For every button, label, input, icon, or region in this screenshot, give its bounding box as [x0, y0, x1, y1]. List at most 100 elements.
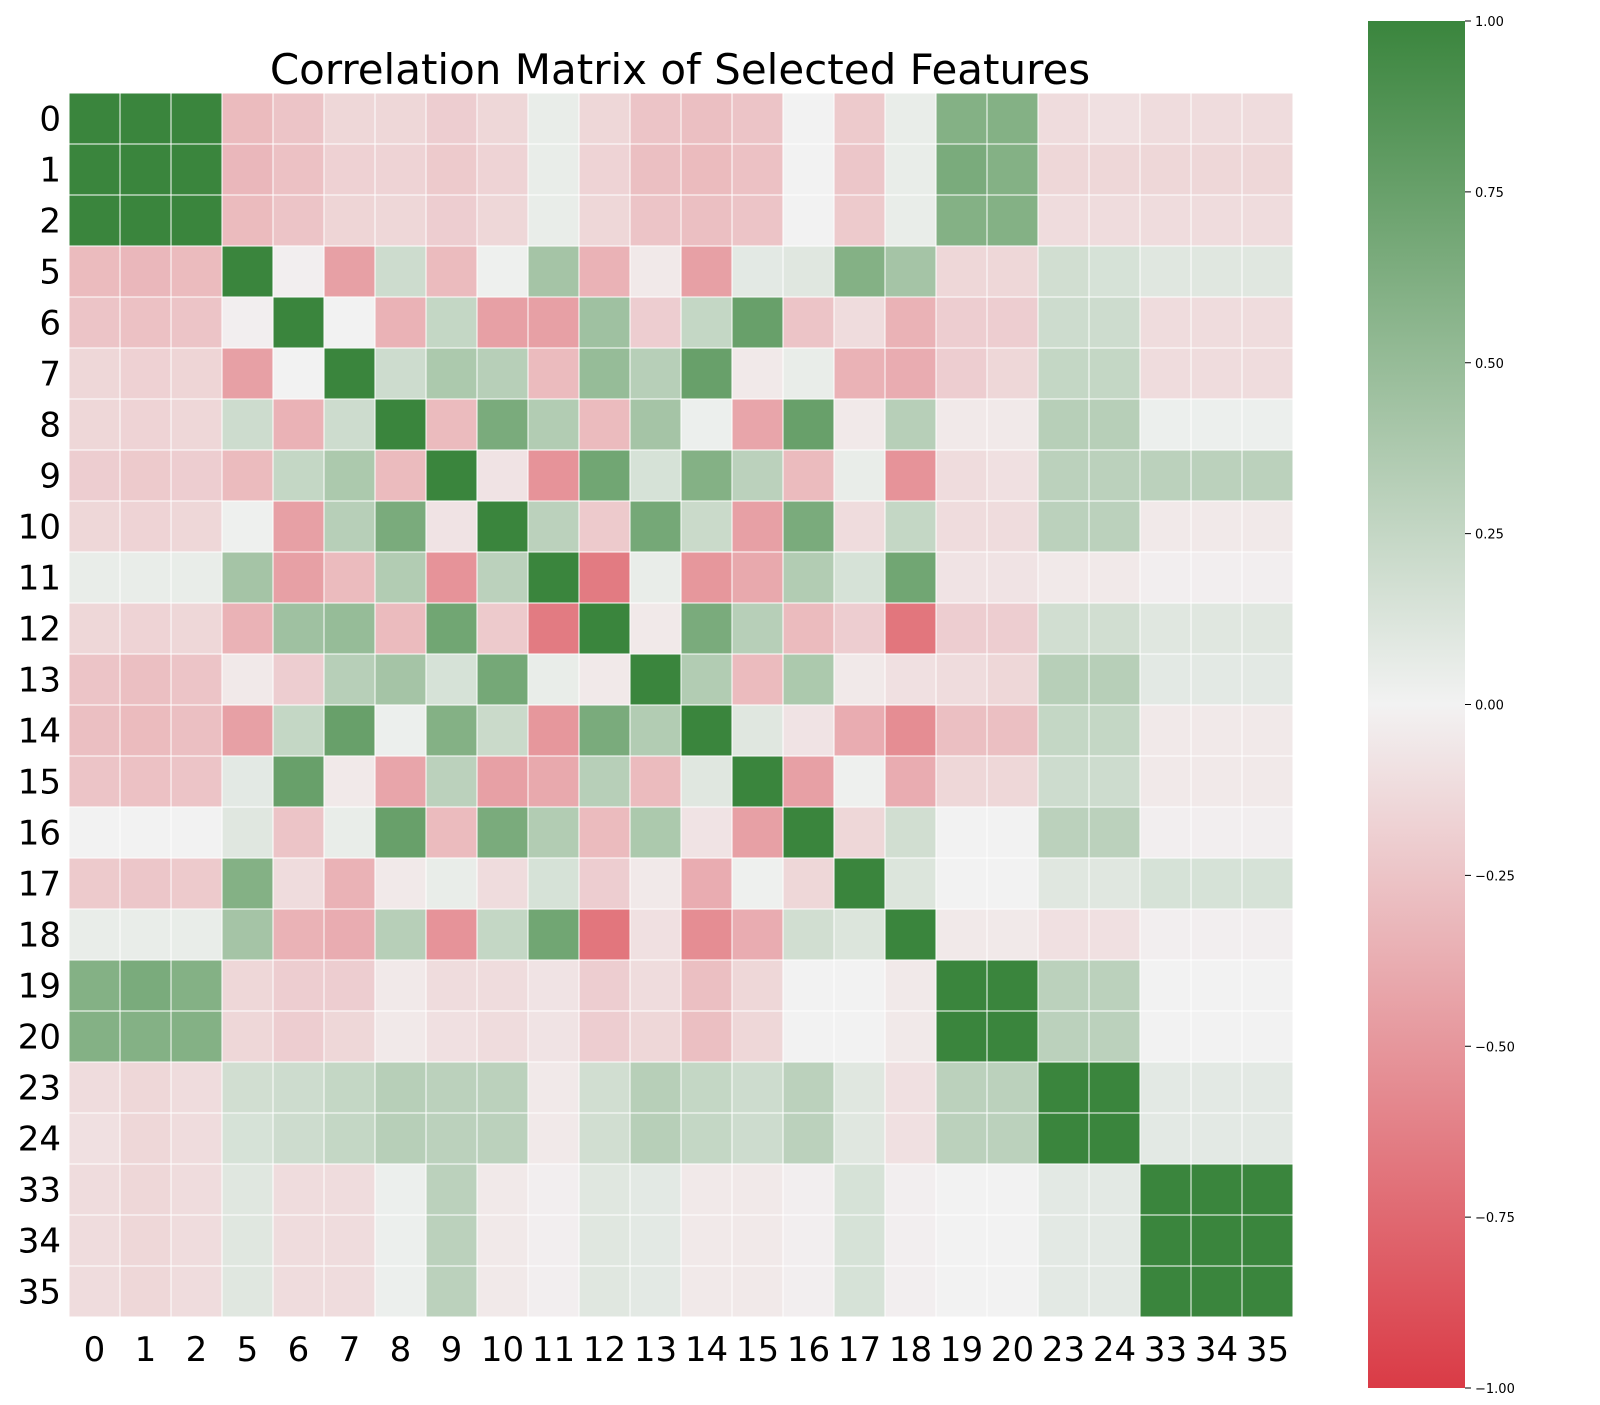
heatmap-cell-35-2 — [170, 1265, 223, 1318]
colorbar: 1.00 0.75 0.50 0.25 0.00 −0.25 −0.50 −0.75 −1.00 — [1368, 15, 1515, 1397]
heatmap-cell-10-33 — [1139, 500, 1192, 553]
heatmap-cell-33-6 — [272, 1163, 325, 1216]
heatmap-cell-1-18 — [884, 143, 937, 196]
heatmap-cell-7-15 — [731, 347, 784, 400]
heatmap-cell-1-0 — [68, 143, 121, 196]
heatmap-cell-16-35 — [1241, 806, 1294, 859]
heatmap-cell-0-18 — [884, 92, 937, 145]
heatmap-cell-9-13 — [629, 449, 682, 502]
heatmap-cell-20-20 — [986, 1010, 1039, 1063]
heatmap-cell-13-16 — [782, 653, 835, 706]
heatmap-cell-20-14 — [680, 1010, 733, 1063]
heatmap-cell-11-6 — [272, 551, 325, 604]
heatmap-cell-11-8 — [374, 551, 427, 604]
heatmap-cell-17-18 — [884, 857, 937, 910]
heatmap-cell-24-15 — [731, 1112, 784, 1165]
heatmap-cell-6-0 — [68, 296, 121, 349]
heatmap-cell-20-8 — [374, 1010, 427, 1063]
heatmap-cell-19-12 — [578, 959, 631, 1012]
heatmap-cell-11-15 — [731, 551, 784, 604]
heatmap-cell-24-16 — [782, 1112, 835, 1165]
heatmap-cell-18-16 — [782, 908, 835, 961]
y-tick-label: 5 — [39, 253, 61, 293]
heatmap-cell-0-10 — [476, 92, 529, 145]
x-tick-label: 34 — [1195, 1330, 1238, 1370]
heatmap-cell-13-15 — [731, 653, 784, 706]
heatmap-cell-14-16 — [782, 704, 835, 757]
heatmap-cell-15-11 — [527, 755, 580, 808]
heatmap-cell-8-11 — [527, 398, 580, 451]
heatmap-cell-12-17 — [833, 602, 886, 655]
heatmap-cell-23-5 — [221, 1061, 274, 1114]
colorbar-tick-label: −0.50 — [1475, 1040, 1515, 1055]
heatmap-cell-1-15 — [731, 143, 784, 196]
heatmap-cell-2-23 — [1037, 194, 1090, 247]
heatmap-cell-23-7 — [323, 1061, 376, 1114]
heatmap-cell-16-6 — [272, 806, 325, 859]
heatmap-cell-33-5 — [221, 1163, 274, 1216]
heatmap-cell-19-9 — [425, 959, 478, 1012]
heatmap-cell-7-7 — [323, 347, 376, 400]
heatmap-cell-15-12 — [578, 755, 631, 808]
heatmap-cell-33-35 — [1241, 1163, 1294, 1216]
heatmap-cell-6-18 — [884, 296, 937, 349]
heatmap-cell-6-9 — [425, 296, 478, 349]
y-tick-label: 15 — [18, 763, 61, 803]
heatmap-cell-24-12 — [578, 1112, 631, 1165]
heatmap-cell-0-35 — [1241, 92, 1294, 145]
heatmap-cell-5-9 — [425, 245, 478, 298]
heatmap-cell-33-12 — [578, 1163, 631, 1216]
x-tick-label: 16 — [787, 1330, 830, 1370]
heatmap-cell-23-8 — [374, 1061, 427, 1114]
heatmap-cell-35-20 — [986, 1265, 1039, 1318]
y-tick-label: 7 — [39, 355, 61, 395]
heatmap-cell-18-35 — [1241, 908, 1294, 961]
heatmap-cell-13-34 — [1190, 653, 1243, 706]
y-tick-label: 17 — [18, 865, 61, 905]
heatmap-cell-6-14 — [680, 296, 733, 349]
heatmap-cell-7-12 — [578, 347, 631, 400]
heatmap-cell-23-34 — [1190, 1061, 1243, 1114]
heatmap-cell-24-8 — [374, 1112, 427, 1165]
heatmap-cell-10-6 — [272, 500, 325, 553]
heatmap-cell-19-5 — [221, 959, 274, 1012]
heatmap-cell-1-2 — [170, 143, 223, 196]
heatmap-cell-11-24 — [1088, 551, 1141, 604]
heatmap-cell-35-5 — [221, 1265, 274, 1318]
heatmap-cell-7-33 — [1139, 347, 1192, 400]
heatmap-cell-23-14 — [680, 1061, 733, 1114]
heatmap-cell-33-8 — [374, 1163, 427, 1216]
heatmap-cell-7-18 — [884, 347, 937, 400]
heatmap-cell-34-1 — [119, 1214, 172, 1267]
heatmap-cell-23-33 — [1139, 1061, 1192, 1114]
heatmap-cell-7-5 — [221, 347, 274, 400]
heatmap-cell-14-15 — [731, 704, 784, 757]
heatmap-cell-33-15 — [731, 1163, 784, 1216]
y-tick-label: 33 — [18, 1171, 61, 1211]
heatmap-cell-18-33 — [1139, 908, 1192, 961]
heatmap-cell-5-7 — [323, 245, 376, 298]
heatmap-cell-14-5 — [221, 704, 274, 757]
heatmap-cell-10-13 — [629, 500, 682, 553]
heatmap-cell-16-33 — [1139, 806, 1192, 859]
heatmap-cell-34-5 — [221, 1214, 274, 1267]
heatmap-cell-23-15 — [731, 1061, 784, 1114]
heatmap-cell-20-13 — [629, 1010, 682, 1063]
heatmap-cell-18-7 — [323, 908, 376, 961]
heatmap-cell-16-13 — [629, 806, 682, 859]
heatmap-cell-7-17 — [833, 347, 886, 400]
heatmap-cell-14-9 — [425, 704, 478, 757]
heatmap-cell-17-11 — [527, 857, 580, 910]
heatmap-cell-34-12 — [578, 1214, 631, 1267]
x-tick-label: 33 — [1144, 1330, 1187, 1370]
heatmap-cell-2-9 — [425, 194, 478, 247]
heatmap-cell-7-6 — [272, 347, 325, 400]
heatmap-cell-7-16 — [782, 347, 835, 400]
heatmap-cell-20-33 — [1139, 1010, 1192, 1063]
heatmap-cell-16-17 — [833, 806, 886, 859]
heatmap-cell-19-11 — [527, 959, 580, 1012]
x-tick-label: 19 — [940, 1330, 983, 1370]
heatmap-cell-6-33 — [1139, 296, 1192, 349]
heatmap-cell-33-2 — [170, 1163, 223, 1216]
heatmap-cell-18-0 — [68, 908, 121, 961]
